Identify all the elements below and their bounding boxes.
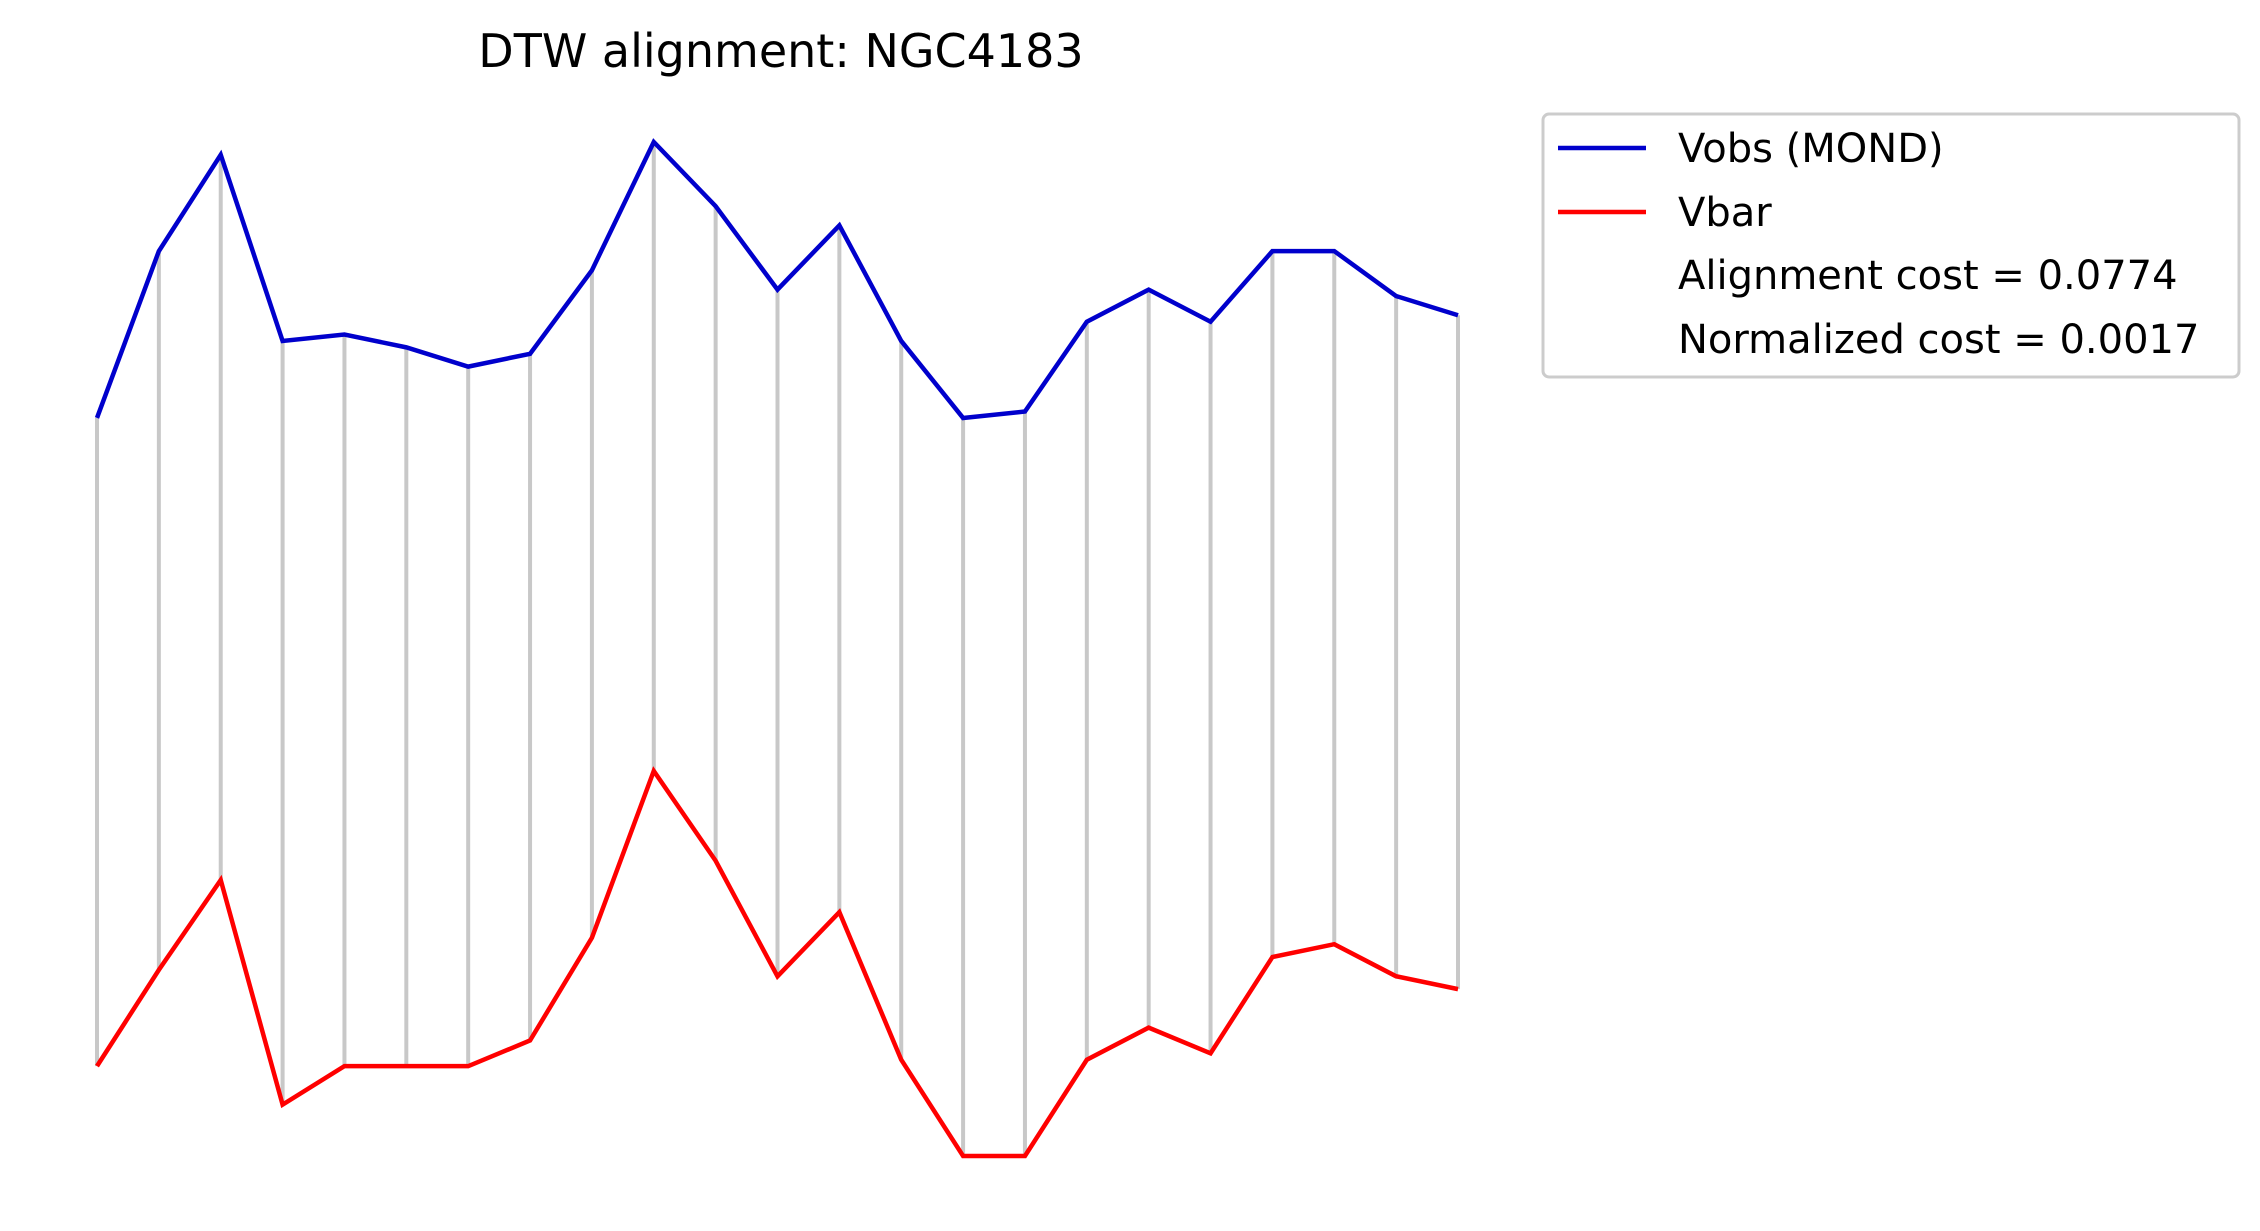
series-line-vbar [95,766,1459,1159]
series-line-vobs [94,138,1459,421]
alignment-lines [95,142,1460,1156]
legend-label: Vobs (MOND) [1678,126,1944,172]
legend-box [1541,112,2241,379]
legend-label: Vbar [1678,190,1772,236]
series-lines [94,138,1459,1159]
legend-label: Normalized cost = 0.0017 [1678,317,2199,363]
legend: Vobs (MOND) Vbar Alignment cost = 0.0774 No… [1541,112,2241,379]
chart-title: DTW alignment: NGC4183 [478,24,1083,78]
legend-label: Alignment cost = 0.0774 [1678,253,2178,299]
